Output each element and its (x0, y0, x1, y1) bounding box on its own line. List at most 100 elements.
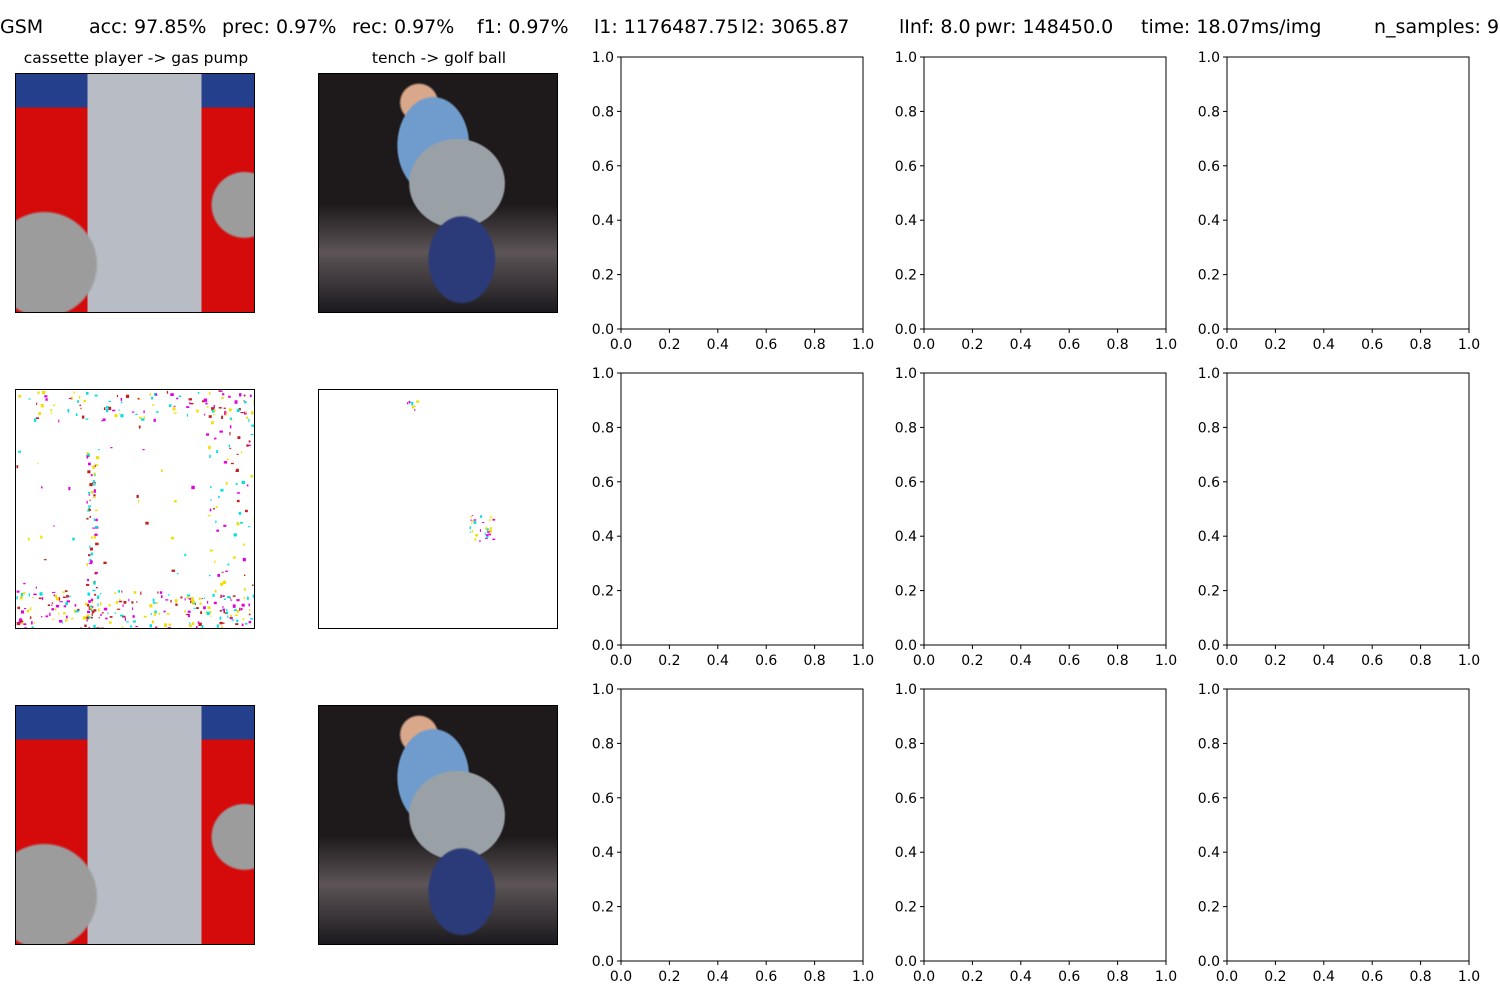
perturbation-speck (68, 397, 72, 400)
axes-2-4: 0.0 0.2 0.4 0.6 0.8 1.0 0.0 0.2 0.4 0.6 0.8 1.0 (895, 366, 1177, 669)
perturbation-speck (214, 437, 217, 440)
y-tick-label: 0.8 (895, 420, 917, 436)
perturbation-speck (37, 462, 39, 465)
axes-frame (620, 56, 864, 330)
perturbation-speck (120, 401, 123, 404)
perturbation-speck (153, 418, 156, 422)
perturbation-speck (210, 499, 212, 501)
axes-frame (1226, 372, 1470, 646)
perturbation-speck (253, 519, 254, 521)
perturbation-speck (93, 609, 97, 612)
y-tick-label: 0.4 (592, 529, 614, 545)
perturbation-speck (211, 407, 215, 411)
perturbation-speck (90, 560, 93, 564)
perturbation-speck (71, 617, 74, 620)
perturbation-speck (247, 526, 251, 528)
x-tick-label: 0.8 (803, 969, 825, 985)
perturbation-speck (190, 402, 194, 405)
perturbation-speck (225, 481, 228, 485)
perturbation-speck (209, 549, 214, 552)
perturbation-speck (105, 617, 108, 620)
perturbation-speck (228, 444, 231, 448)
perturbation-speck (246, 484, 249, 487)
perturbation-speck (74, 604, 77, 607)
perturbation-speck (469, 531, 471, 533)
y-tick-label: 0.0 (592, 954, 614, 970)
perturbation-speck (138, 416, 142, 419)
perturbation-speck (411, 405, 415, 409)
perturbation-speck (75, 610, 79, 613)
perturbation-speck (143, 416, 145, 419)
perturbation-speck (31, 621, 33, 625)
perturbation-speck (155, 393, 158, 396)
perturbation-speck (85, 418, 89, 420)
perturbation-speck (163, 623, 167, 627)
perturbation-speck (110, 447, 113, 449)
perturbation-speck (97, 603, 99, 607)
perturbation-speck (94, 533, 98, 536)
perturbation-speck (89, 605, 93, 608)
y-tick-label: 0.8 (895, 736, 917, 752)
x-tick-label: 0.8 (1106, 653, 1128, 669)
perturbation-speck (189, 622, 191, 625)
perturbation-speck (125, 394, 130, 398)
perturbation-speck (234, 614, 239, 616)
y-tick-label: 0.6 (895, 159, 917, 175)
perturbation-speck (40, 535, 43, 539)
x-tick-label: 0.2 (1264, 969, 1286, 985)
y-tick-label: 0.2 (1198, 584, 1220, 600)
x-tick-label: 0.4 (1010, 653, 1032, 669)
perturbation-speck (222, 595, 225, 597)
perturbation-speck (17, 606, 20, 610)
y-tick-label: 0.0 (895, 954, 917, 970)
perturbation-speck (95, 571, 99, 574)
perturbation-speck (180, 596, 183, 599)
perturbation-speck (492, 538, 496, 541)
x-tick-label: 1.0 (852, 969, 874, 985)
perturbation-speck (89, 483, 93, 487)
perturbation-speck (88, 508, 91, 512)
perturbation-speck (93, 535, 96, 539)
perturbation-speck (470, 516, 472, 518)
perturbation-speck (99, 593, 102, 595)
perturbation-speck (64, 590, 68, 592)
perturbation-speck (59, 601, 63, 603)
original-image-fish (318, 73, 558, 313)
perturbation-speck (91, 613, 93, 616)
y-tick-label: 0.4 (895, 529, 917, 545)
perturbation-speck (184, 553, 187, 557)
x-tick-label: 1.0 (1458, 337, 1480, 353)
perturbation-speck (95, 464, 99, 467)
perturbation-speck (220, 488, 224, 492)
perturbation-speck (87, 491, 91, 494)
y-tick-label: 0.2 (895, 900, 917, 916)
perturbation-speck (250, 474, 253, 478)
perturbation-speck (114, 612, 116, 614)
perturbation-speck (174, 599, 178, 603)
perturbation-speck (242, 618, 245, 621)
x-tick-label: 0.6 (755, 653, 777, 669)
perturbation-speck (227, 563, 230, 566)
perturbation-speck (92, 465, 96, 469)
perturbation-speck (136, 601, 138, 603)
perturbation-speck (108, 400, 111, 403)
perturbation-speck (235, 483, 238, 485)
x-tick-label: 1.0 (1458, 653, 1480, 669)
perturbation-speck (412, 405, 416, 407)
perturbation-speck (210, 615, 212, 617)
perturbation-speck (58, 419, 60, 423)
perturbation-speck (116, 394, 119, 398)
perturbation-speck (109, 616, 113, 618)
perturbation-speck (204, 413, 206, 416)
axes-frame (1226, 688, 1470, 962)
perturbation-speck (62, 596, 66, 599)
axes-3-4: 0.0 0.2 0.4 0.6 0.8 1.0 0.0 0.2 0.4 0.6 0.8 1.0 (895, 682, 1177, 985)
perturbation-speck (97, 449, 100, 451)
perturbation-speck (236, 468, 239, 473)
perturbation-speck (114, 414, 118, 418)
perturbation-speck (115, 601, 119, 604)
linf-metric: lInf: 8.0 (899, 16, 971, 38)
perturbation-speck (473, 521, 477, 524)
axes-frame (923, 56, 1167, 330)
perturbation-speck (167, 627, 172, 628)
